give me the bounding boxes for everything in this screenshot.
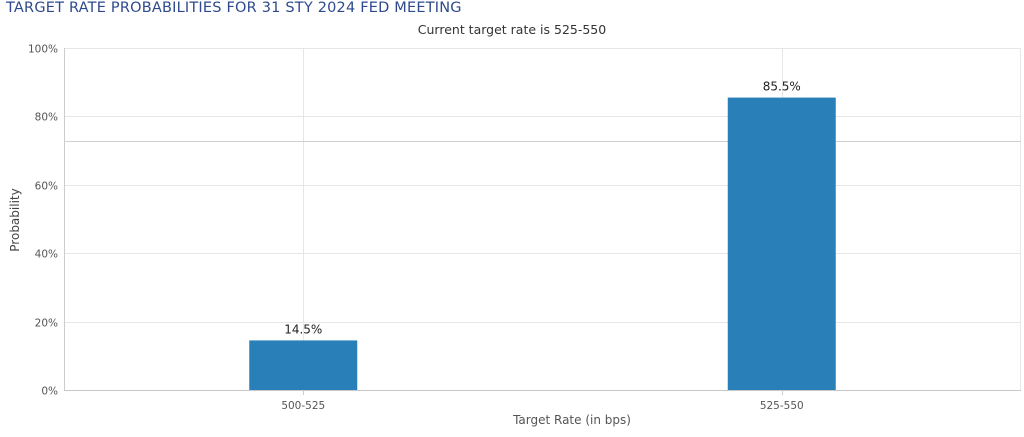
x-tick-label: 525-550	[760, 400, 804, 412]
bar	[249, 340, 358, 390]
chart-title: TARGET RATE PROBABILITIES FOR 31 STY 202…	[6, 0, 462, 16]
x-tick-label: 500-525	[281, 400, 325, 412]
x-axis-label: Target Rate (in bps)	[513, 413, 631, 427]
y-tick-label: 20%	[35, 318, 58, 330]
data-label: 14.5%	[284, 322, 322, 336]
y-tick-label: 60%	[35, 181, 58, 193]
chart-subtitle: Current target rate is 525-550	[417, 22, 607, 37]
y-tick-label: 40%	[35, 249, 58, 261]
grid-lines	[64, 48, 1021, 391]
y-tick-label: 100%	[28, 44, 58, 56]
bars: 14.5% 85.5%	[249, 80, 836, 390]
y-tick-label: 0%	[41, 386, 58, 398]
y-axis-ticks: 0% 20% 40% 60% 80% 100%	[28, 44, 58, 398]
x-axis-ticks: 500-525 525-550	[281, 390, 804, 412]
data-label: 85.5%	[763, 80, 801, 94]
y-tick-label: 80%	[35, 112, 58, 124]
bar	[727, 97, 836, 390]
